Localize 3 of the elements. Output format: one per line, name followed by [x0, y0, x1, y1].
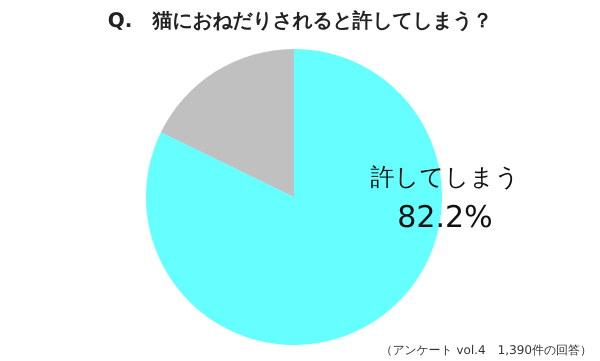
chart-title: Q. 猫におねだりされると許してしまう？ — [108, 8, 492, 32]
slice-label: 許してしまう — [370, 163, 520, 191]
text: （アンケート vol.4 1,390件の回答） — [380, 343, 592, 357]
